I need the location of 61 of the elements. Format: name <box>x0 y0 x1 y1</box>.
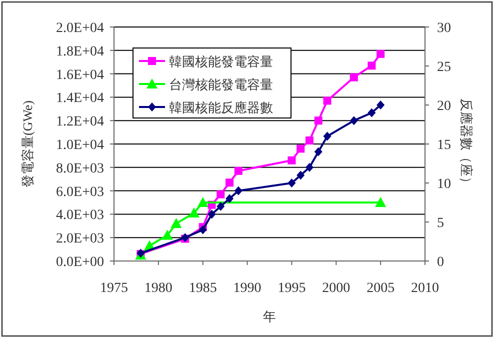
x-tick-label: 2005 <box>366 281 395 296</box>
x-tick-label: 1985 <box>188 281 217 296</box>
y-tick-label: 4.0E+03 <box>56 208 104 224</box>
point <box>314 116 322 125</box>
point <box>198 225 207 234</box>
y-tick-label: 6.0E+03 <box>56 184 104 200</box>
legend-label: 韓國核能反應器數 <box>169 100 273 115</box>
y-tick-label: 8.0E+03 <box>56 161 104 176</box>
y-tick-label: 2.0E+04 <box>56 21 104 36</box>
x-tick-label: 2010 <box>411 281 439 296</box>
point <box>376 50 385 58</box>
y2-tick-label: 0 <box>437 255 444 270</box>
legend-label: 台灣核能發電容量 <box>169 77 273 92</box>
point <box>305 162 314 172</box>
y-tick-label: 1.4E+04 <box>56 91 104 106</box>
y-tick-label: 2.0E+03 <box>56 232 104 247</box>
y2-axis-title: 反應器數（座） <box>459 98 474 190</box>
point <box>170 218 182 228</box>
point <box>208 210 216 219</box>
point <box>226 178 234 187</box>
point <box>188 208 200 218</box>
point <box>350 116 358 126</box>
y2-tick-label: 20 <box>437 99 451 114</box>
point <box>234 186 242 196</box>
x-tick-label: 1995 <box>278 281 306 296</box>
y-tick-label: 0.0E+00 <box>56 255 104 270</box>
point <box>350 73 358 82</box>
point <box>216 190 225 198</box>
x-tick-label: 1990 <box>233 281 262 296</box>
x-axis-title: 年 <box>263 309 276 324</box>
point <box>368 108 376 118</box>
x-tick-label: 1975 <box>100 281 128 296</box>
point <box>305 136 314 144</box>
legend-label: 韓國核能發電容量 <box>169 54 273 69</box>
point <box>296 170 305 180</box>
point <box>314 147 322 156</box>
y2-tick-label: 15 <box>437 138 451 153</box>
point <box>197 197 208 207</box>
y2-tick-label: 10 <box>437 177 451 192</box>
x-tick-label: 2000 <box>322 281 350 296</box>
point <box>288 178 296 188</box>
y-tick-label: 1.2E+04 <box>56 114 104 130</box>
point <box>375 197 386 207</box>
y2-tick-label: 30 <box>437 21 451 36</box>
point <box>376 100 385 110</box>
y-tick-label: 1.0E+04 <box>56 138 104 153</box>
point <box>368 62 376 70</box>
x-tick-label: 1980 <box>144 281 172 296</box>
y-tick-label: 1.8E+04 <box>56 44 104 60</box>
point <box>296 144 305 153</box>
y2-tick-label: 25 <box>437 60 451 75</box>
point <box>323 132 332 141</box>
point <box>234 166 242 175</box>
y-axis-title: 發電容量(GWe) <box>20 100 35 188</box>
point <box>226 194 234 204</box>
point <box>216 202 225 211</box>
point <box>162 230 173 240</box>
point <box>288 156 296 164</box>
point <box>323 96 332 105</box>
y2-tick-label: 5 <box>437 216 444 231</box>
y-tick-label: 1.6E+04 <box>56 68 104 83</box>
